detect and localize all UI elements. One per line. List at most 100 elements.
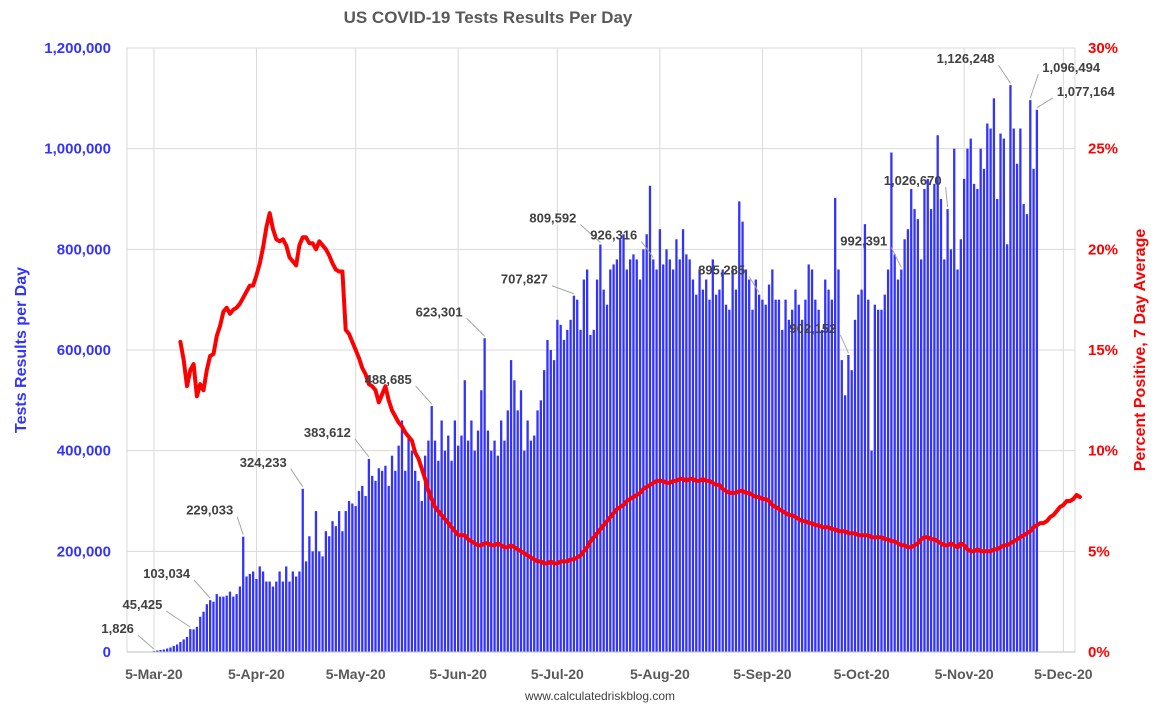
x-tick: 5-Sep-20 [733, 666, 792, 682]
bar [886, 269, 890, 652]
bar [222, 596, 225, 652]
bar [890, 152, 893, 653]
annotation-label: 383,612 [304, 425, 351, 440]
y-tick-left: 400,000 [57, 443, 111, 460]
bar [486, 430, 490, 652]
annotation-label: 488,685 [365, 372, 412, 387]
line-series [178, 211, 1082, 566]
annotation-label: 1,077,164 [1057, 84, 1116, 99]
annotation-leader [839, 334, 849, 354]
bar [321, 556, 324, 652]
bar [166, 648, 169, 652]
bar [800, 319, 804, 652]
bar [668, 259, 671, 652]
bar [218, 596, 222, 652]
bar [625, 269, 628, 652]
bar [278, 571, 281, 652]
bar [777, 299, 781, 652]
bar [437, 460, 440, 652]
bar [271, 586, 275, 652]
bar [483, 338, 486, 652]
annotation-label: 1,026,670 [884, 173, 942, 188]
bar [774, 299, 777, 652]
bar [569, 319, 572, 652]
bar [933, 183, 936, 652]
y-tick-right: 20% [1088, 241, 1118, 258]
bar [853, 319, 857, 652]
bar [1029, 100, 1032, 652]
bar [665, 249, 668, 653]
bar [410, 450, 414, 652]
bar [797, 304, 800, 652]
y-tick-right: 10% [1088, 443, 1118, 460]
bar [169, 647, 172, 652]
bar [671, 269, 675, 652]
bar [708, 299, 711, 652]
bar [966, 148, 969, 652]
bar [361, 485, 364, 652]
bar [857, 294, 860, 652]
bar [635, 259, 638, 652]
bar [585, 269, 589, 652]
bar [843, 395, 847, 652]
bar [433, 440, 437, 652]
bar [430, 406, 433, 652]
bar [162, 649, 165, 652]
bar [298, 571, 301, 652]
bar [764, 304, 767, 652]
bar [642, 249, 645, 653]
bar [397, 445, 400, 652]
bar [1002, 138, 1005, 653]
bar [533, 435, 536, 652]
bar [728, 309, 731, 652]
bar [1005, 244, 1009, 653]
bar [172, 645, 175, 652]
bar [354, 506, 357, 652]
bar [1015, 163, 1019, 652]
bar [549, 350, 552, 652]
bar [192, 629, 195, 652]
bar [705, 279, 708, 652]
annotation-leader [166, 610, 191, 628]
bar [599, 244, 602, 652]
percent-positive-line [178, 211, 1082, 566]
bar [281, 581, 285, 652]
bar [804, 299, 807, 652]
bar [787, 319, 791, 652]
bar [582, 279, 585, 652]
bar [265, 581, 268, 652]
annotations: 1,826 45,425 103,034 229,033 324,233 383,612 4… [101, 51, 1116, 650]
bar [685, 254, 688, 652]
annotation-label: 895,285 [698, 263, 745, 278]
bar [1025, 214, 1029, 652]
bar [632, 254, 635, 652]
bar [251, 571, 255, 652]
bar [394, 470, 397, 652]
bar [817, 309, 820, 652]
bar [850, 370, 853, 652]
y-tick-right: 30% [1088, 40, 1118, 57]
bar [612, 264, 615, 652]
annotation-leader [236, 516, 244, 535]
bar [516, 410, 519, 652]
bar [943, 259, 946, 652]
bar [536, 410, 539, 652]
bar [655, 269, 658, 652]
chart-title: US COVID-19 Tests Results Per Day [344, 8, 633, 27]
bar [443, 450, 447, 652]
annotation-label: 623,301 [416, 304, 463, 319]
bar [185, 636, 189, 652]
annotation-leader [1036, 97, 1054, 109]
bar [741, 221, 744, 652]
bar [476, 430, 480, 652]
bar [242, 536, 245, 652]
bar [308, 536, 311, 652]
bar [450, 460, 453, 652]
annotation-leader [580, 224, 601, 243]
bar [572, 295, 576, 652]
bar [880, 309, 883, 652]
bar [688, 259, 691, 652]
bar [645, 234, 648, 652]
bar [1019, 128, 1022, 653]
bar [347, 501, 351, 652]
